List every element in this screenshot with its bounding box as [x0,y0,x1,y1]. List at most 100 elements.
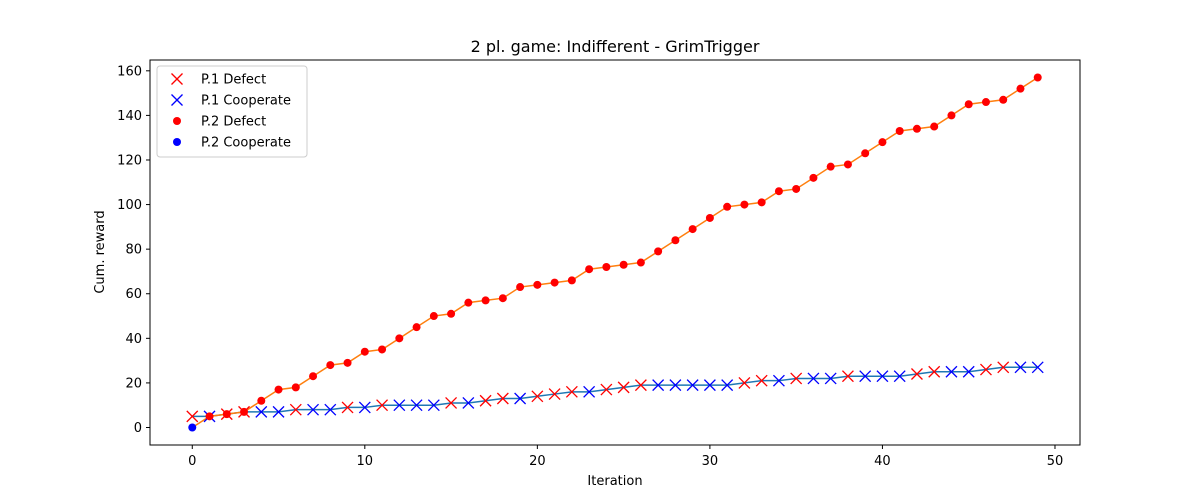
p1-marker [703,379,716,392]
legend-marker [173,117,181,125]
p2-marker [257,396,266,405]
series-lines [191,76,1039,429]
p2-marker [999,95,1008,104]
y-tick-label: 20 [125,376,142,391]
p2-marker [205,412,214,421]
p2-marker [930,122,939,131]
p1-marker [755,374,768,387]
y-tick-label: 0 [134,421,142,436]
p1-marker [272,405,285,418]
p2-marker [291,383,300,392]
p1-marker [531,390,544,403]
p2-marker [240,407,249,416]
x-axis-ticks: 0 10 20 30 40 50 [188,445,1063,469]
p1-marker [962,365,975,378]
p2-marker [792,184,801,193]
p1-marker [634,379,647,392]
p1-marker [186,410,199,423]
p2-marker [412,323,421,332]
p2-marker [757,198,766,207]
p1-marker [341,401,354,414]
p2-marker [343,358,352,367]
p2-marker [516,283,525,292]
chart-title: 2 pl. game: Indifferent - GrimTrigger [471,37,760,56]
x-tick-label: 50 [1047,454,1064,469]
x-tick-label: 10 [357,454,374,469]
p2-marker [429,312,438,321]
p1-marker [324,403,337,416]
series-line-p1 [192,366,1038,418]
p2-marker [464,298,473,307]
y-axis-label: Cum. reward [93,210,108,293]
p1-marker [289,403,302,416]
p1-marker [393,399,406,412]
legend-marker [173,138,181,146]
p1-marker [824,372,837,385]
legend: P.1 Defect P.1 Cooperate P.2 Defect P.2 Coo… [156,65,308,158]
p2-marker [809,173,818,182]
p1-marker [841,370,854,383]
p2-marker [895,127,904,136]
p2-marker [498,294,507,303]
p1-marker [980,363,992,376]
p1-marker [514,392,527,405]
legend-marker [171,94,183,106]
p2-marker [309,372,318,381]
y-tick-label: 160 [117,64,142,79]
p2-marker [585,265,594,274]
p2-marker [360,347,369,356]
p1-marker [790,372,803,385]
p2-marker [481,296,490,305]
x-tick-label: 20 [529,454,546,469]
p1-marker [772,374,785,387]
p1-marker [583,385,596,398]
p1-marker [565,385,578,398]
p1-marker [807,372,820,385]
p2-marker [447,309,456,318]
p2-marker [619,260,628,269]
p2-marker [602,262,611,271]
p1-marker [669,379,682,392]
p2-marker [1016,84,1025,93]
y-tick-label: 100 [117,198,142,213]
p2-marker [947,111,956,120]
p1-marker [652,379,665,392]
p1-marker [1014,361,1027,374]
p2-marker [671,236,680,245]
p1-marker [617,381,630,394]
y-tick-label: 60 [125,287,142,302]
p1-marker [738,376,751,389]
p2-marker [705,213,714,222]
p1-marker [307,403,320,416]
p1-marker [427,399,440,412]
p1-marker [255,405,268,418]
y-axis-ticks: 0 20 40 60 80 100 120 140 160 [117,64,150,436]
p2-marker [567,276,576,285]
p1-marker [686,379,699,392]
p2-marker [688,225,697,234]
p2-marker [964,100,973,109]
legend-label: P.1 Defect [201,73,266,88]
legend-marker [171,73,183,85]
p1-marker [1031,361,1044,374]
p1-marker [721,379,734,392]
x-axis-label: Iteration [587,474,642,489]
p2-marker [912,124,921,133]
p1-marker [928,365,941,378]
p2-marker [981,98,990,107]
p2-marker [533,280,542,289]
p1-marker [358,401,371,414]
p2-marker [188,423,197,432]
p2-marker [740,200,749,209]
plot-frame [149,59,1081,446]
p2-marker [636,258,645,267]
legend-label: P.2 Defect [201,115,266,130]
legend-box [156,65,308,158]
series-markers [186,73,1044,432]
p1-marker [376,399,389,412]
p2-marker [774,187,783,196]
y-tick-label: 120 [117,153,142,168]
p1-marker [600,383,613,396]
p2-marker [274,385,283,394]
